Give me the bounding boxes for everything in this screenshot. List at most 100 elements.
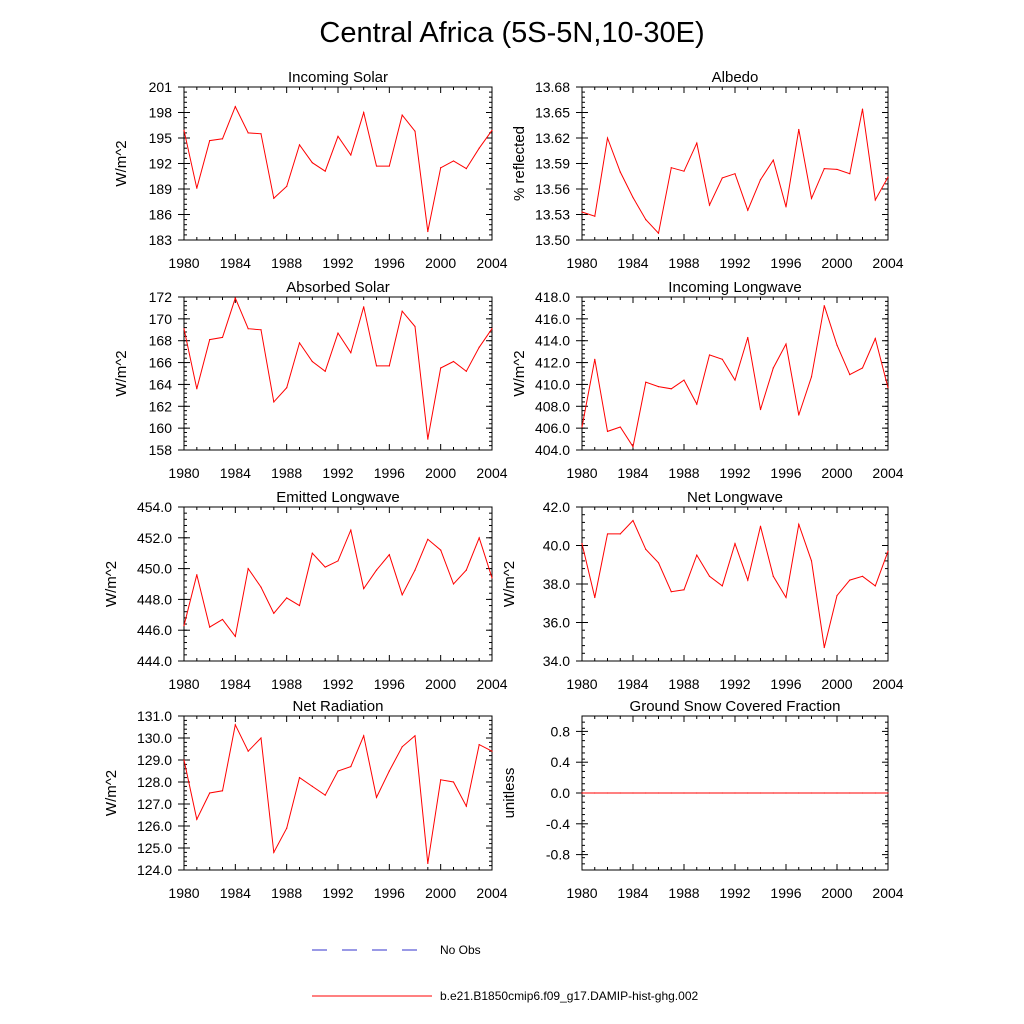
y-axis-label: unitless [501,768,518,819]
data-point [887,176,889,178]
data-point [619,792,621,794]
data-point [350,154,352,156]
y-tick-label: 404.0 [535,442,570,458]
x-tick-label: 1984 [220,255,251,271]
panel-7: Net Radiation W/m^2 1980 1984 1988 1992 1996 20… [103,698,508,901]
x-tick-label: 1992 [322,885,353,901]
x-tick-label: 1988 [271,255,302,271]
data-point [414,130,416,132]
data-point [772,575,774,577]
data-point [747,792,749,794]
panel-title: Ground Snow Covered Fraction [630,698,841,715]
x-tick-label: 2004 [476,465,507,481]
data-point [375,365,378,367]
data-point [465,805,467,807]
data-point [670,591,672,593]
y-tick-label: 412.0 [535,355,570,371]
data-point [759,792,762,794]
data-point [196,574,198,576]
series-line [183,296,493,440]
panel-2: Albedo % reflected 1980 1984 1988 1992 1996 200… [511,69,904,271]
data-point [414,735,416,737]
data-point [785,596,787,599]
data-point [260,133,262,135]
x-tick-label: 1988 [668,885,699,901]
data-point [632,196,634,199]
x-tick-label: 2004 [872,676,903,692]
x-tick-label: 2000 [821,465,852,481]
y-tick-label: 13.62 [535,130,570,146]
data-point [440,549,442,551]
y-tick-label: 13.56 [535,181,570,197]
x-tick-label: 1992 [719,885,750,901]
data-point [887,387,889,389]
data-point [594,215,596,217]
y-tick-label: 130.0 [137,730,172,746]
panel-title: Absorbed Solar [286,279,389,296]
data-point [183,624,185,627]
x-tick-label: 1996 [374,255,405,271]
data-point [581,211,583,213]
y-tick-label: 414.0 [535,333,570,349]
data-point [273,197,275,199]
data-point [849,373,851,376]
x-tick-label: 2004 [872,465,903,481]
x-tick-label: 1996 [770,255,801,271]
data-point [683,379,685,381]
data-point [465,569,467,571]
x-tick-label: 1984 [220,465,251,481]
data-point [375,796,378,799]
x-tick-label: 1992 [322,255,353,271]
data-point [465,370,467,372]
y-axis-label: W/m^2 [113,350,130,396]
data-point [594,358,596,360]
legend-model-label: b.e21.B1850cmip6.f09_g17.DAMIP-hist-ghg.… [440,989,698,1003]
y-tick-label: 172 [149,289,173,305]
data-point [350,766,352,768]
y-axis-label: % reflected [511,126,528,201]
data-point [874,337,876,340]
data-point [363,588,365,590]
data-point [632,792,634,794]
data-point [440,167,442,169]
data-point [657,562,660,564]
plot-frame [183,86,493,241]
data-point [785,206,787,208]
x-tick-label: 1988 [668,465,699,481]
x-tick-label: 2000 [821,255,852,271]
plot-frame [183,296,493,451]
data-point [298,144,301,146]
x-tick-label: 2000 [425,676,456,692]
data-point [337,332,339,334]
y-axis-label: W/m^2 [113,140,130,186]
x-tick-label: 1996 [770,465,801,481]
data-point [810,197,813,199]
y-tick-label: 195 [149,130,173,146]
data-point [798,523,800,525]
data-point [759,179,762,181]
data-point [221,138,224,140]
y-tick-label: 13.59 [535,156,570,172]
data-point [324,794,326,796]
y-tick-label: 162 [149,398,173,414]
y-tick-label: 418.0 [535,289,570,305]
data-point [708,792,711,794]
data-point [619,533,621,535]
panel-title: Emitted Longwave [276,489,399,506]
data-point [785,343,787,345]
data-point [491,750,493,752]
data-point [581,426,583,428]
x-tick-label: 1984 [617,255,648,271]
data-point [363,735,365,737]
data-point [747,336,749,339]
data-point [401,114,403,116]
data-point [874,792,876,794]
data-point [273,851,275,854]
data-point [388,365,390,367]
x-tick-label: 2000 [821,676,852,692]
series-line [581,519,889,648]
y-axis-label: W/m^2 [103,561,120,607]
data-point [350,352,352,354]
data-point [823,168,825,170]
data-point [260,329,262,331]
